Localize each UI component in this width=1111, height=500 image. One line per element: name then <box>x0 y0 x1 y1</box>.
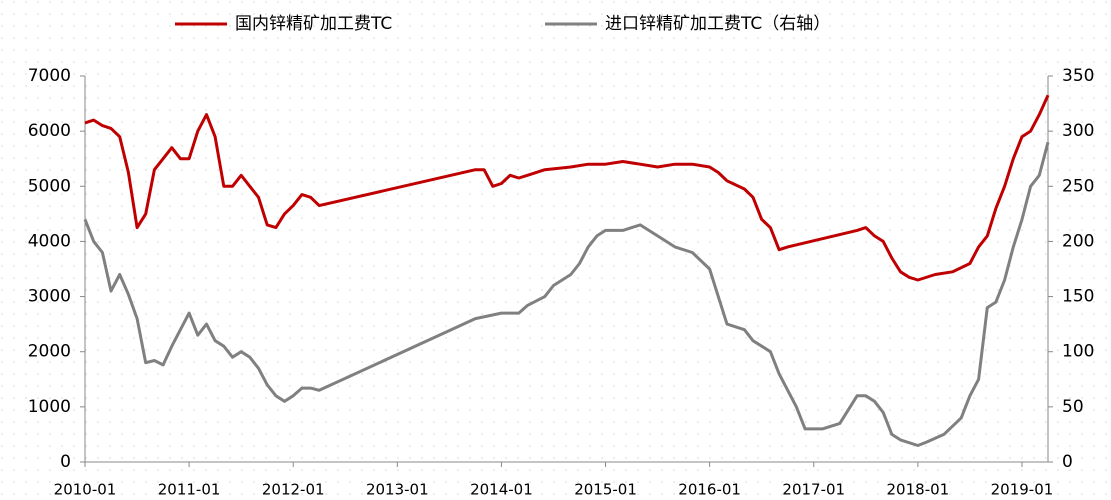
y2-tick-label: 250 <box>1062 176 1094 196</box>
x-tick-label: 2014-01 <box>470 481 533 499</box>
x-tick-label: 2011-01 <box>158 481 221 499</box>
y-tick-label: 1000 <box>28 397 71 417</box>
y2-tick-label: 200 <box>1062 231 1094 251</box>
x-tick-label: 2019-01 <box>991 481 1054 499</box>
x-tick-label: 2012-01 <box>262 481 325 499</box>
y-tick-label: 6000 <box>28 121 71 141</box>
x-tick-label: 2015-01 <box>574 481 637 499</box>
y-tick-label: 5000 <box>28 176 71 196</box>
y2-tick-label: 350 <box>1062 66 1094 86</box>
x-tick-label: 2018-01 <box>887 481 950 499</box>
y-tick-label: 7000 <box>28 66 71 86</box>
y-tick-label: 3000 <box>28 287 71 307</box>
series-line <box>84 94 1050 282</box>
legend-label: 国内锌精矿加工费TC <box>235 14 392 34</box>
y-tick-label: 2000 <box>28 342 71 362</box>
x-tick-label: 2016-01 <box>678 481 741 499</box>
x-tick-label: 2013-01 <box>366 481 429 499</box>
y2-tick-label: 0 <box>1062 452 1073 472</box>
y-tick-label: 4000 <box>28 231 71 251</box>
x-tick-label: 2010-01 <box>54 481 117 499</box>
series-line <box>83 141 1050 447</box>
y2-tick-label: 100 <box>1062 342 1094 362</box>
y-tick-label: 0 <box>60 452 71 472</box>
x-tick-label: 2017-01 <box>782 481 845 499</box>
y2-tick-label: 300 <box>1062 121 1094 141</box>
y2-tick-label: 150 <box>1062 287 1094 307</box>
y2-tick-label: 50 <box>1062 397 1084 417</box>
legend-label: 进口锌精矿加工费TC（右轴） <box>605 14 830 34</box>
